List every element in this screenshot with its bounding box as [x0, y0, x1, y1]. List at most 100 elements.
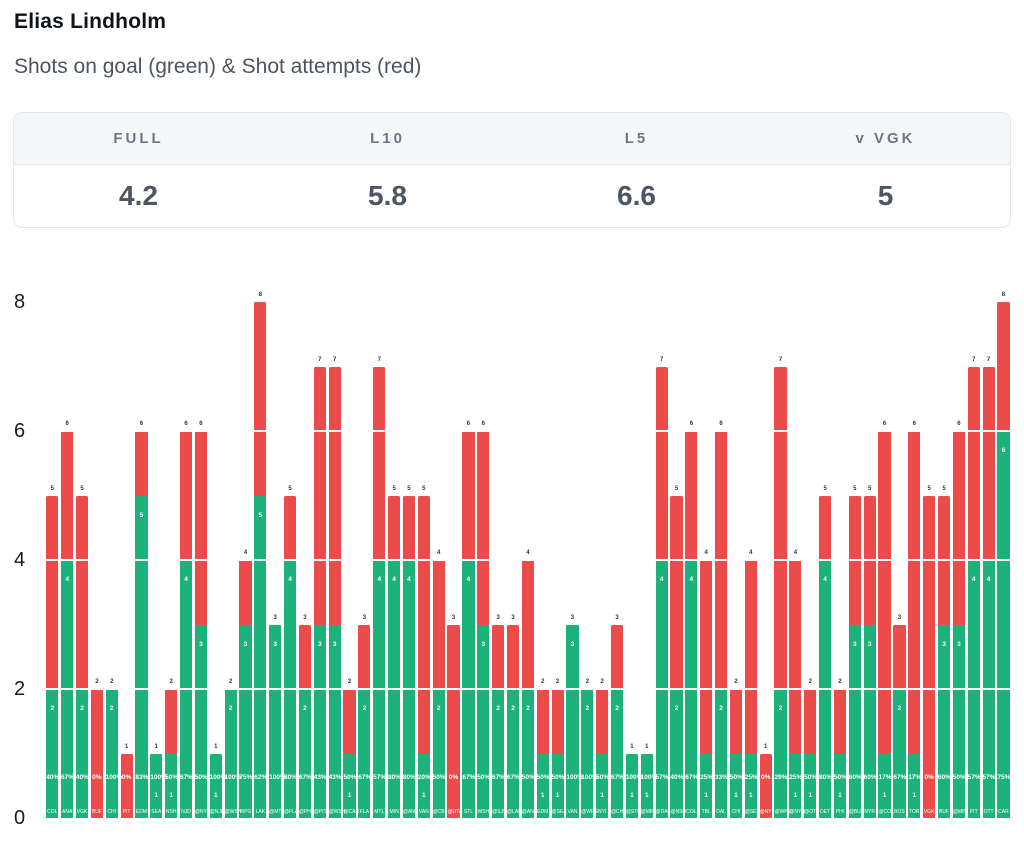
game-bar-46-DAL[interactable] — [714, 431, 728, 818]
attempts-total-label: 3 — [273, 614, 277, 621]
game-bar-55-at-BUF[interactable] — [848, 495, 861, 818]
sog-percentage-label: 100% — [150, 774, 167, 781]
attempts-total-label: 1 — [763, 743, 768, 750]
game-bar-53-DET[interactable] — [819, 495, 832, 818]
opponent-label: @PHI — [298, 809, 313, 815]
game-bar-19-at-PIT[interactable] — [313, 366, 326, 818]
game-bar-52-at-OTT[interactable] — [804, 689, 817, 818]
sog-count-label: 3 — [957, 640, 961, 648]
sog-percentage-label: 100% — [625, 774, 643, 781]
sog-segment — [997, 431, 1010, 818]
game-bar-28-at-UTA[interactable] — [447, 624, 460, 818]
y-axis-tick-0: 0 — [14, 807, 26, 829]
game-bar-6-PIT[interactable] — [120, 753, 133, 818]
game-bar-35-at-SEA[interactable] — [551, 689, 564, 818]
game-bar-7-EDM[interactable] — [135, 431, 148, 818]
sog-segment — [729, 753, 743, 818]
game-bar-10-NJD[interactable] — [179, 431, 193, 818]
game-bar-5-CHI[interactable] — [105, 689, 118, 818]
game-bar-60-VGK[interactable] — [923, 495, 936, 818]
game-bar-44-COL[interactable] — [685, 431, 698, 818]
game-bar-11-at-NYI[interactable] — [194, 431, 207, 818]
sog-count-label: 1 — [630, 792, 634, 799]
sog-percentage-label: 100% — [105, 774, 123, 781]
game-bar-40-at-STL[interactable] — [625, 753, 638, 818]
game-bar-39-at-CHI[interactable] — [610, 624, 624, 818]
game-bar-62-at-MIN[interactable] — [952, 431, 965, 818]
opponent-label: CHI — [731, 809, 741, 815]
sog-count-label: 2 — [719, 705, 723, 712]
game-bar-8-SEA[interactable] — [150, 753, 163, 818]
game-bar-61-BUF[interactable] — [937, 495, 951, 818]
game-bar-26-VAN[interactable] — [417, 495, 430, 818]
game-bar-17-at-FLA[interactable] — [283, 495, 297, 818]
game-bar-38-NYI[interactable] — [596, 689, 609, 818]
sog-segment — [432, 689, 445, 818]
attempts-total-label: 2 — [808, 679, 812, 685]
sog-segment — [774, 689, 787, 818]
game-bar-57-at-COL[interactable] — [878, 431, 891, 818]
opponent-label: VAN — [418, 809, 429, 815]
summary-header-l10: L10 — [370, 130, 405, 147]
game-bar-58-BOS[interactable] — [893, 624, 906, 818]
game-bar-16-at-MTL[interactable] — [269, 624, 282, 818]
sog-segment — [298, 689, 312, 818]
attempts-total-label: 2 — [600, 679, 604, 685]
game-bar-59-TOR[interactable] — [908, 431, 921, 818]
game-bar-34-EDM[interactable] — [536, 689, 549, 818]
sog-segment — [209, 753, 222, 818]
sog-segment — [789, 753, 802, 818]
game-bar-43-at-NSH[interactable] — [670, 495, 683, 818]
sog-segment — [224, 689, 237, 818]
game-bar-9-NSH[interactable] — [165, 689, 178, 818]
sog-percentage-label: 50% — [551, 774, 565, 781]
opponent-label: @PIT — [313, 809, 327, 815]
sog-count-label: 2 — [674, 705, 679, 712]
game-bar-49-at-NYI[interactable] — [759, 753, 772, 818]
game-bar-23-MTL[interactable] — [373, 366, 386, 818]
game-bar-32-at-LAK[interactable] — [506, 624, 520, 818]
game-bar-63-PIT[interactable] — [967, 366, 980, 818]
game-bar-18-at-PHI[interactable] — [298, 624, 312, 818]
attempts-total-label: 2 — [95, 679, 99, 685]
game-bar-47-CHI[interactable] — [729, 689, 743, 818]
game-bar-20-at-WSH[interactable] — [328, 366, 341, 818]
game-bar-30-WSH[interactable] — [477, 431, 490, 818]
sog-count-label: 1 — [540, 792, 545, 799]
game-bar-13-at-WSH[interactable] — [224, 689, 237, 818]
game-bar-64-OTT[interactable] — [982, 366, 995, 818]
attempts-total-label: 8 — [1001, 292, 1006, 298]
attempts-total-label: 5 — [823, 485, 827, 492]
game-bar-36-VAN[interactable] — [566, 624, 579, 818]
game-bar-21-at-CAR[interactable] — [343, 689, 356, 818]
opponent-label: @WPG — [581, 809, 599, 815]
sog-percentage-label: 60% — [863, 774, 877, 781]
game-bar-31-at-SJS[interactable] — [492, 624, 505, 818]
game-bar-24-MIN[interactable] — [388, 495, 401, 818]
game-bar-4-BUF[interactable] — [90, 689, 103, 818]
game-bar-41-at-MIN[interactable] — [640, 753, 653, 818]
game-bar-2-ANA[interactable] — [61, 431, 74, 818]
game-bar-12-at-NJD[interactable] — [209, 753, 222, 818]
sog-count-label: 4 — [971, 576, 976, 583]
opponent-label: NYI — [598, 809, 607, 815]
sog-segment — [670, 689, 683, 818]
sog-percentage-label: 29% — [774, 774, 788, 781]
sog-count-label: 1 — [169, 792, 173, 799]
game-bar-50-at-WPG[interactable] — [774, 366, 787, 818]
attempts-total-label: 3 — [570, 614, 575, 621]
game-bar-25-at-ANA[interactable] — [402, 495, 416, 818]
sog-count-label: 5 — [258, 511, 263, 519]
game-bar-56-NYR[interactable] — [863, 495, 876, 818]
sog-segment — [625, 753, 638, 818]
game-bar-22-FLA[interactable] — [358, 624, 371, 818]
sog-percentage-label: 67% — [179, 774, 193, 781]
game-bar-37-at-WPG[interactable] — [581, 689, 594, 818]
sog-count-label: 4 — [823, 576, 827, 583]
game-bar-29-STL[interactable] — [462, 431, 475, 818]
game-bar-42-at-DAL[interactable] — [655, 366, 668, 818]
sog-segment — [506, 689, 520, 818]
game-bar-1-COL[interactable] — [46, 495, 59, 818]
game-bar-3-VGK[interactable] — [75, 495, 89, 818]
game-bar-54-PHI[interactable] — [833, 689, 847, 818]
